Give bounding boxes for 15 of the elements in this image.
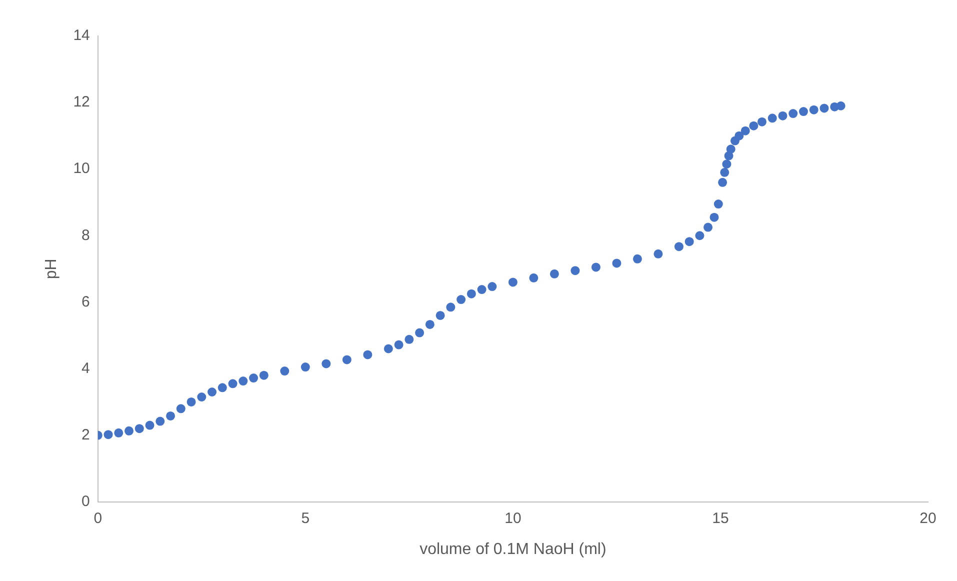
x-tick-label: 10 (504, 510, 522, 527)
x-tick-label: 15 (712, 510, 729, 527)
x-tick-label: 20 (920, 510, 936, 527)
x-tick-label: 5 (301, 510, 310, 527)
x-tick-label: 0 (94, 510, 102, 527)
y-tick-label: 8 (82, 226, 90, 244)
y-tick-label: 14 (73, 27, 90, 44)
y-tick-label: 10 (73, 160, 90, 178)
y-tick-label: 12 (73, 94, 90, 111)
y-tick-label: 6 (82, 293, 90, 310)
y-tick-label: 0 (82, 492, 90, 510)
y-axis-title: pH (43, 258, 60, 280)
y-tick-label: 4 (82, 360, 90, 377)
y-tick-label: 2 (82, 426, 90, 444)
x-axis-title: volume of 0.1M NaoH (ml) (420, 540, 606, 558)
